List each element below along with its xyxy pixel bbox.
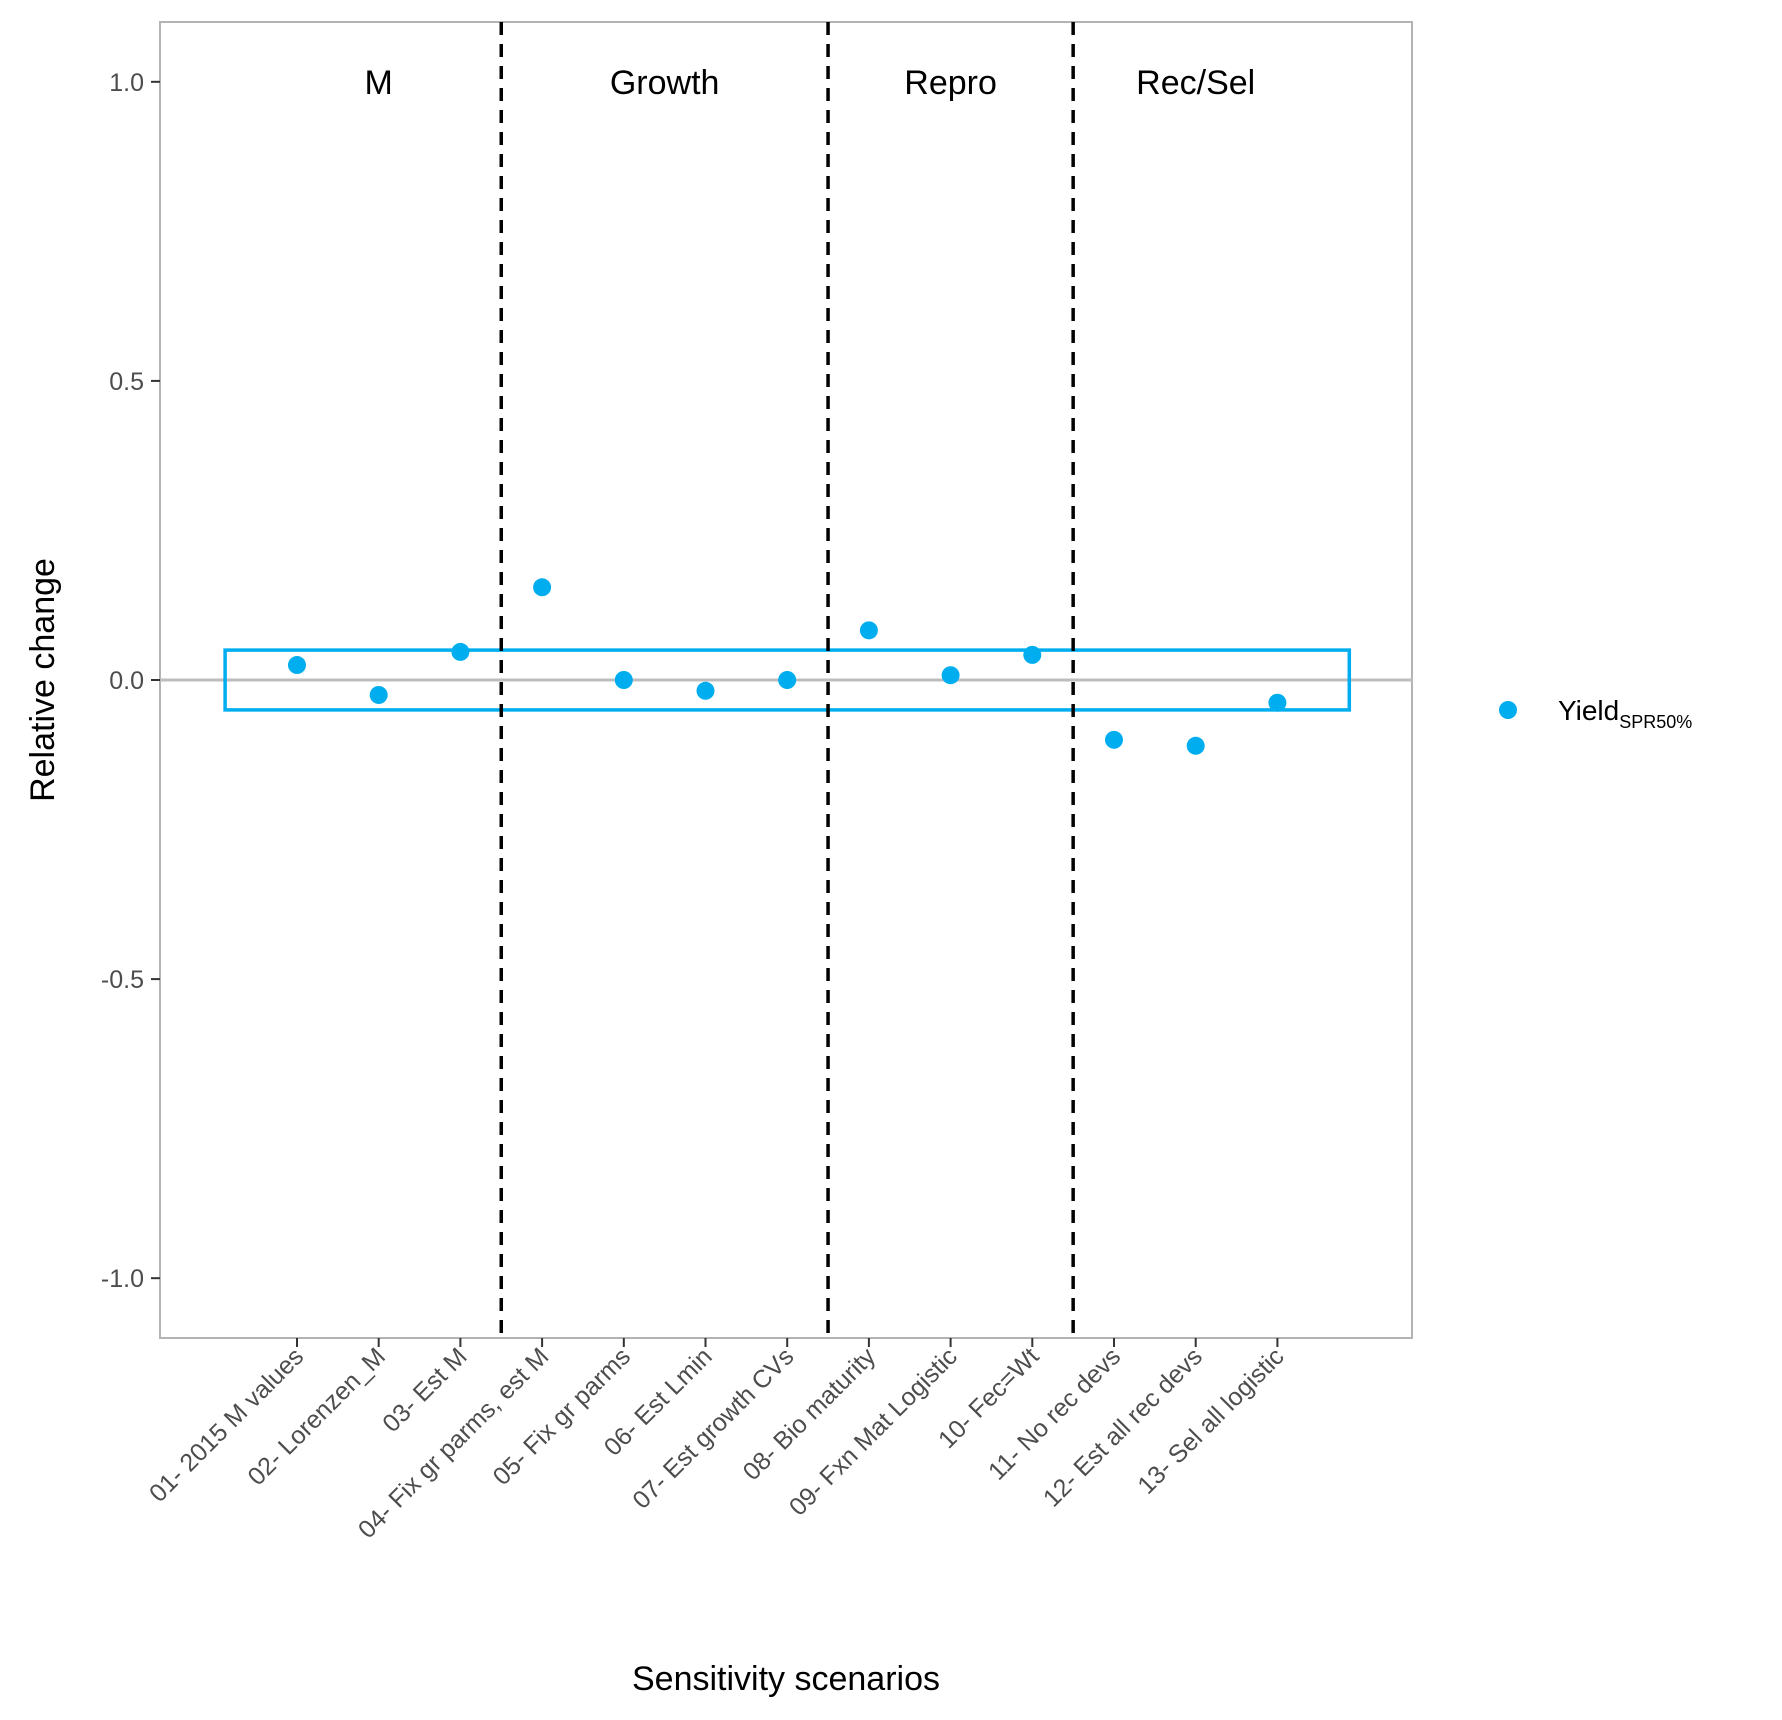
data-point — [451, 642, 470, 661]
group-label: Repro — [904, 64, 997, 102]
data-point — [1186, 736, 1205, 755]
tolerance-band — [223, 648, 1352, 712]
x-tick-label: 01- 2015 M values — [144, 1342, 309, 1507]
legend: YieldSPR50% — [1499, 695, 1692, 732]
y-tick-label: 0.0 — [109, 667, 144, 695]
y-tick-label: -0.5 — [101, 966, 144, 994]
group-label: Growth — [610, 64, 720, 102]
y-axis-title: Relative change — [24, 558, 62, 802]
legend-label-main: Yield — [1558, 695, 1619, 726]
group-labels: M Growth Repro Rec/Sel — [365, 64, 1256, 102]
x-tick-label: 13- Sel all logistic — [1132, 1342, 1289, 1499]
data-point — [533, 578, 552, 597]
data-point — [859, 621, 878, 640]
data-point — [778, 671, 797, 689]
legend-label: YieldSPR50% — [1558, 695, 1692, 732]
y-tick-label: 1.0 — [109, 69, 144, 97]
y-tick-label: 0.5 — [109, 368, 144, 396]
y-tick-label: -1.0 — [101, 1265, 144, 1293]
data-point — [1268, 693, 1287, 712]
group-label: M — [365, 64, 393, 102]
data-point — [369, 685, 388, 704]
legend-label-sub: SPR50% — [1619, 712, 1692, 732]
x-tick-label: 07- Est growth CVs — [627, 1342, 799, 1514]
legend-marker — [1499, 701, 1517, 719]
data-point — [288, 656, 306, 675]
x-axis-title: Sensitivity scenarios — [632, 1660, 940, 1698]
y-axis: -1.0 -0.5 0.0 0.5 1.0 — [101, 69, 160, 1293]
data-point — [941, 666, 960, 685]
x-tick-label: 05- Fix gr parms — [488, 1342, 636, 1490]
data-point — [1105, 730, 1123, 749]
data-point — [1023, 645, 1042, 664]
data-points — [288, 578, 1287, 755]
data-point — [696, 681, 715, 700]
group-label: Rec/Sel — [1136, 64, 1255, 102]
data-point — [614, 671, 633, 689]
x-tick-label: 12- Est all rec devs — [1038, 1342, 1208, 1512]
x-tick-label: 02- Lorenzen_M — [242, 1342, 391, 1491]
